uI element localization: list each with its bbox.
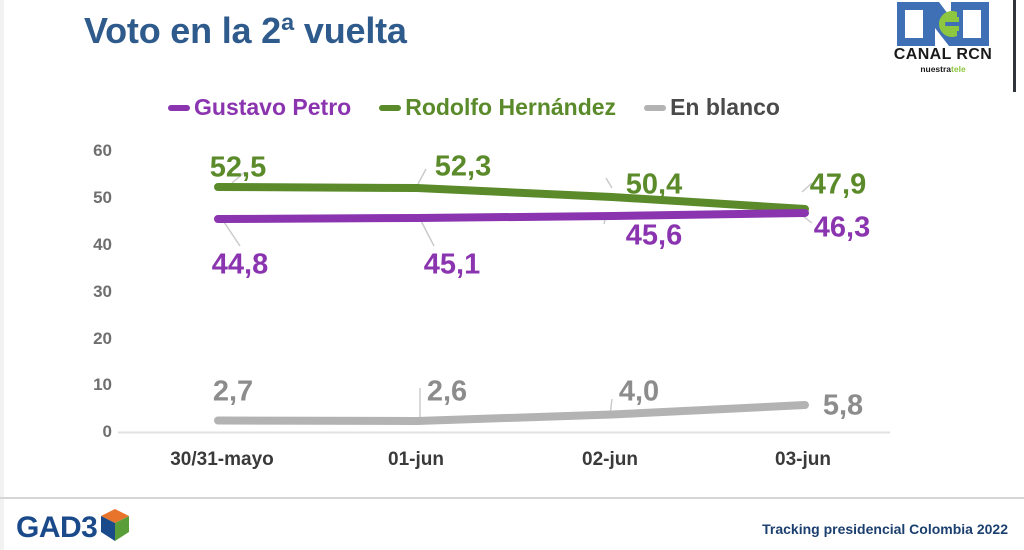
y-tick-30: 30 (93, 282, 112, 301)
rcn-logo-tagline: nuestratele (884, 65, 1002, 74)
legend-item-en-blanco[interactable]: En blanco (644, 94, 780, 121)
rcn-logo-name: CANAL RCN (893, 46, 993, 63)
y-tick-50: 50 (93, 188, 112, 207)
legend-label-en-blanco: En blanco (670, 94, 780, 120)
data-label-hernandez-1: 52,3 (434, 150, 492, 183)
gad3-cube-icon (100, 508, 130, 547)
data-label-petro-0: 44,8 (211, 248, 269, 281)
data-label-petro-1: 45,1 (423, 248, 481, 281)
canal-rcn-logo: CANAL RCN nuestratele (884, 0, 1002, 78)
data-label-blanco-3: 5,8 (822, 389, 864, 422)
left-edge-rule (0, 0, 4, 550)
y-tick-20: 20 (93, 329, 112, 348)
x-axis: 30/31-mayo 01-jun 02-jun 03-jun (0, 449, 1024, 479)
data-label-petro-2: 45,6 (625, 219, 683, 252)
gad3-logo: GAD3 (16, 508, 130, 547)
series-line-rodolfo-hernandez (214, 183, 809, 213)
page-title: Voto en la 2ª vuelta (84, 10, 407, 51)
data-label-blanco-1: 2,6 (426, 375, 468, 408)
rcn-monogram-icon (884, 0, 1002, 48)
data-label-blanco-2: 4,0 (618, 375, 660, 408)
y-tick-0: 0 (102, 422, 112, 441)
legend-swatch-rodolfo-hernandez (379, 104, 402, 111)
legend-label-gustavo-petro: Gustavo Petro (194, 94, 352, 120)
y-tick-10: 10 (93, 375, 112, 394)
chart-legend: Gustavo Petro Rodolfo Hernández En blanc… (168, 94, 780, 121)
legend-swatch-en-blanco (644, 104, 667, 111)
x-tick-03-jun: 03-jun (775, 449, 831, 470)
data-label-blanco-0: 2,7 (212, 375, 254, 408)
y-tick-40: 40 (93, 235, 112, 254)
right-edge-rule (1013, 0, 1016, 92)
series-line-gustavo-petro (214, 209, 809, 223)
rcn-tagline-part-a: nuestra (920, 64, 952, 74)
x-tick-02-jun: 02-jun (582, 449, 638, 470)
gad3-logo-text: GAD3 (16, 510, 98, 544)
footer-divider (0, 497, 1024, 499)
footer-note: Tracking presidencial Colombia 2022 (762, 521, 1008, 537)
label-leader-lines (223, 168, 813, 418)
y-axis: 60 50 40 30 20 10 0 (72, 0, 112, 550)
legend-swatch-gustavo-petro (168, 104, 190, 111)
data-label-hernandez-2: 50,4 (625, 168, 683, 201)
x-tick-30-31-mayo: 30/31-mayo (170, 449, 274, 470)
data-label-hernandez-0: 52,5 (209, 151, 267, 184)
data-label-petro-3: 46,3 (813, 211, 871, 244)
legend-item-rodolfo-hernandez[interactable]: Rodolfo Hernández (379, 94, 616, 121)
rcn-tagline-part-b: tele (951, 64, 966, 74)
legend-label-rodolfo-hernandez: Rodolfo Hernández (405, 94, 617, 120)
legend-item-gustavo-petro[interactable]: Gustavo Petro (168, 94, 351, 121)
data-label-hernandez-3: 47,9 (809, 168, 867, 201)
series-line-en-blanco (214, 401, 809, 425)
y-tick-60: 60 (93, 141, 112, 160)
x-tick-01-jun: 01-jun (388, 449, 444, 470)
